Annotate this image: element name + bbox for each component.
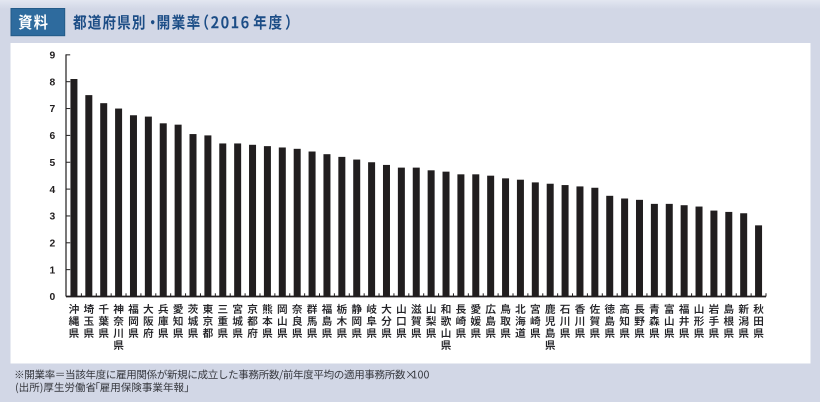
svg-text:9: 9 <box>49 51 55 62</box>
svg-text:3: 3 <box>49 212 55 223</box>
svg-text:0: 0 <box>49 292 55 303</box>
svg-text:5: 5 <box>49 158 55 169</box>
svg-text:4: 4 <box>49 185 55 196</box>
svg-text:1: 1 <box>49 265 55 276</box>
svg-text:2: 2 <box>49 238 55 249</box>
svg-text:7: 7 <box>49 104 55 115</box>
svg-text:8: 8 <box>49 77 55 88</box>
svg-text:6: 6 <box>49 131 55 142</box>
